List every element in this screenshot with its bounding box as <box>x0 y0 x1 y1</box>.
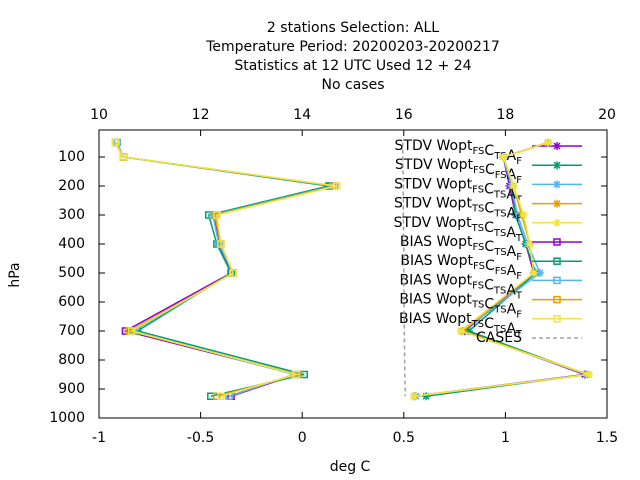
y-tick-label: 200 <box>58 178 85 194</box>
chart-title: No cases <box>322 77 385 93</box>
legend-marker <box>553 276 561 285</box>
series <box>111 138 339 400</box>
legend-marker <box>553 161 561 170</box>
y-tick-label: 300 <box>58 207 85 223</box>
legend-label: CASES <box>476 330 522 346</box>
x-tick-label: 0 <box>298 430 307 446</box>
marker <box>213 211 221 219</box>
series <box>113 138 337 400</box>
marker <box>499 153 508 161</box>
legend-marker <box>553 295 561 304</box>
legend-marker <box>553 257 561 265</box>
chart-title: Temperature Period: 20200203-20200217 <box>205 39 500 55</box>
x-tick-label: 0.5 <box>393 430 415 446</box>
y-axis-label: hPa <box>7 262 23 287</box>
marker <box>529 269 538 277</box>
legend-label: STDV WoptFSCFSAF <box>395 157 522 186</box>
marker <box>422 392 431 401</box>
y-tick-label: 100 <box>58 149 85 165</box>
series <box>111 138 341 400</box>
marker <box>213 392 221 400</box>
series <box>409 138 593 401</box>
x-axis-label: deg C <box>330 459 371 475</box>
legend-marker <box>553 142 561 150</box>
series <box>402 142 407 397</box>
marker <box>409 392 418 401</box>
y-tick-label: 500 <box>58 265 85 281</box>
x2-tick-label: 18 <box>496 107 514 123</box>
legend-label: BIAS WoptFSCTSAT <box>400 272 523 301</box>
x-tick-label: -0.5 <box>187 430 214 446</box>
marker <box>111 138 120 147</box>
marker <box>544 138 553 147</box>
legend-label: BIAS WoptTSCTSAT <box>399 311 523 340</box>
legend-marker <box>553 180 561 189</box>
legend-label: STDV WoptTSCTSAF <box>394 196 522 225</box>
marker <box>217 392 225 400</box>
legend-label: STDV WoptTSCTSAT <box>394 215 523 244</box>
marker <box>292 370 300 379</box>
marker <box>525 240 534 248</box>
legend-marker <box>553 218 561 227</box>
marker <box>127 327 136 335</box>
x-tick-label: -1 <box>92 430 106 446</box>
y-tick-label: 700 <box>58 323 85 339</box>
x-tick-label: 1 <box>501 430 510 446</box>
marker <box>464 327 473 335</box>
series-line <box>114 142 337 397</box>
legend-label: BIAS WoptFSCTSAF <box>400 234 522 263</box>
x2-tick-label: 16 <box>395 107 413 123</box>
legend-label: BIAS WoptFSCFSAF <box>400 253 522 282</box>
marker <box>217 240 225 248</box>
marker <box>513 211 522 219</box>
marker <box>119 153 128 161</box>
x2-tick-label: 14 <box>293 107 311 123</box>
marker <box>519 211 528 219</box>
series <box>111 138 335 400</box>
legend-marker <box>553 315 561 323</box>
legend-marker <box>553 199 561 208</box>
legend-marker <box>553 238 561 246</box>
marker <box>332 182 341 190</box>
chart-title: 2 stations Selection: ALL <box>267 20 439 36</box>
series <box>111 138 333 400</box>
marker <box>584 370 593 379</box>
marker <box>456 327 465 335</box>
marker <box>229 269 237 277</box>
legend-label: BIAS WoptTSCTSAF <box>399 292 522 321</box>
chart-title: Statistics at 12 UTC Used 12 + 24 <box>234 58 471 74</box>
x-tick-label: 1.5 <box>596 430 618 446</box>
marker <box>509 182 518 190</box>
y-tick-label: 600 <box>58 294 85 310</box>
y-tick-label: 1000 <box>49 410 85 426</box>
plot-frame <box>98 129 608 419</box>
x2-tick-label: 20 <box>598 107 616 123</box>
marker <box>535 269 544 277</box>
y-tick-label: 400 <box>58 236 85 252</box>
x2-tick-label: 10 <box>90 107 108 123</box>
y-tick-label: 900 <box>58 381 85 397</box>
y-tick-label: 800 <box>58 352 85 368</box>
x2-tick-label: 12 <box>192 107 210 123</box>
series-line <box>402 142 407 397</box>
